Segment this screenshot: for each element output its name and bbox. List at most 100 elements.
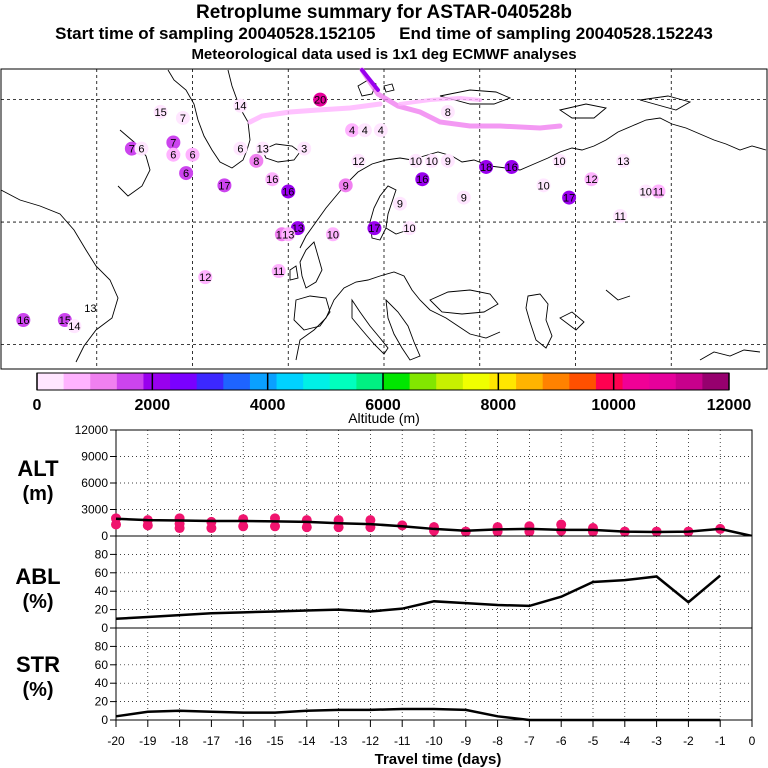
x-axis: -20 -19 -18 -17 -16 -15 -14 -13 -12 -11 -10 -9 -8 -7-… [107, 720, 756, 748]
plume-age-label: 6 [170, 150, 176, 162]
coast-caspian [525, 293, 553, 349]
plume-marker [345, 123, 360, 138]
plume-marker [651, 184, 666, 199]
coast-balkans [385, 298, 421, 361]
alt-scatter-point [174, 523, 185, 534]
x-tick-label: -3 [651, 734, 662, 748]
plume-marker [233, 141, 248, 156]
x-tick-label: 0 [749, 734, 756, 748]
abl-unit: (%) [22, 591, 53, 613]
plume-age-label: 16 [282, 186, 294, 198]
coast-iceland [261, 143, 301, 163]
colorbar-swatch [143, 373, 171, 390]
colorbar-swatch [569, 373, 597, 390]
plume-marker [424, 153, 439, 168]
plume-age-label: 11 [614, 211, 625, 223]
x-axis-label: Travel time (days) [375, 751, 502, 768]
colorbar-tick-label: 12000 [707, 397, 752, 414]
alt-scatter-point [111, 519, 121, 530]
plume-path-upper [360, 68, 380, 92]
series-line [115, 574, 722, 621]
plume-age-label: 4 [349, 125, 355, 137]
coast-asia [559, 289, 761, 361]
plume-marker [175, 110, 190, 125]
plume-age-label: 13 [617, 156, 629, 168]
alt-unit: (m) [22, 483, 53, 505]
plume-path-west [247, 101, 383, 125]
colorbar-tick-label: 6000 [365, 397, 401, 414]
colorbar: 0 2000 4000 6000 8000 10000 12000 [33, 372, 752, 414]
colorbar-swatch [170, 373, 198, 390]
colorbar-swatch [702, 373, 730, 390]
plume-marker [552, 153, 567, 168]
panel-0: 0 3000 6000 9000 12000 [75, 423, 753, 543]
plume-age-label: 20 [314, 95, 326, 107]
y-tick-label: 20 [95, 603, 109, 617]
plume-age-label: 14 [68, 321, 80, 333]
colorbar-swatch [37, 373, 65, 390]
coast-iberia [293, 295, 331, 331]
colorbar-tick-label: 10000 [591, 397, 636, 414]
plume-age-label: 6 [183, 168, 189, 180]
plume-age-label: 9 [397, 199, 403, 211]
plume-age-label: 7 [129, 144, 135, 156]
str-label: STR [16, 652, 60, 677]
colorbar-swatch [409, 373, 437, 390]
plume-marker [67, 319, 82, 334]
coast-america [0, 189, 119, 363]
plume-path-east [398, 95, 482, 106]
y-tick-label: 0 [101, 529, 108, 543]
plume-marker [392, 196, 407, 211]
plume-marker [281, 184, 296, 199]
end-time-label: End time of sampling 20040528.152243 [399, 24, 713, 43]
plume-age-label: 10 [410, 156, 422, 168]
colorbar-swatch [595, 373, 624, 390]
x-tick-label: -9 [460, 734, 471, 748]
plume-marker [479, 159, 494, 174]
plume-marker [357, 123, 372, 138]
plume-age-label: 15 [154, 107, 166, 119]
plume-age-label: 12 [199, 272, 211, 284]
plume-marker [504, 159, 519, 174]
y-tick-label: 60 [95, 658, 109, 672]
alt-scatter-point [301, 522, 312, 533]
y-tick-label: 0 [101, 621, 108, 635]
colorbar-swatch [90, 373, 118, 390]
coast-eurasia [299, 117, 767, 249]
plume-age-label: 7 [170, 137, 176, 149]
plume-age-label: 12 [585, 174, 597, 186]
plume-marker [402, 221, 417, 236]
plume-marker [134, 141, 149, 156]
coast-black-sea [429, 289, 499, 315]
plume-age-label: 10 [426, 156, 438, 168]
sampling-times: Start time of sampling 20040528.152105 E… [0, 24, 768, 44]
plume-marker [217, 178, 232, 193]
y-tick-label: 40 [95, 584, 109, 598]
y-tick-label: 20 [95, 695, 109, 709]
colorbar-swatch [489, 373, 517, 390]
str-unit: (%) [22, 679, 53, 701]
plume-path-main [359, 67, 563, 131]
colorbar-swatch [436, 373, 464, 390]
plume-age-label: 17 [218, 180, 230, 192]
plume-age-label: 8 [445, 107, 451, 119]
plume-marker [281, 227, 296, 242]
plume-age-label: 7 [180, 113, 186, 125]
plume-age-label: 13 [282, 229, 294, 241]
plume-marker [373, 123, 388, 138]
colorbar-swatch [516, 373, 544, 390]
met-data-label: Meteorological data used is 1x1 deg ECMW… [191, 46, 577, 63]
plume-age-label: 8 [253, 156, 259, 168]
plume-age-label: 10 [327, 229, 339, 241]
colorbar-swatch [383, 373, 411, 390]
panel-labels: ALT (m) ABL (%) STR (%) [15, 456, 60, 701]
y-tick-label: 0 [101, 713, 108, 727]
plume-marker [271, 264, 286, 279]
x-tick-label: -16 [235, 734, 253, 748]
y-tick-label: 12000 [75, 423, 109, 437]
alt-scatter-point [365, 515, 376, 526]
x-tick-label: -13 [330, 734, 348, 748]
panel-frame [115, 627, 753, 721]
